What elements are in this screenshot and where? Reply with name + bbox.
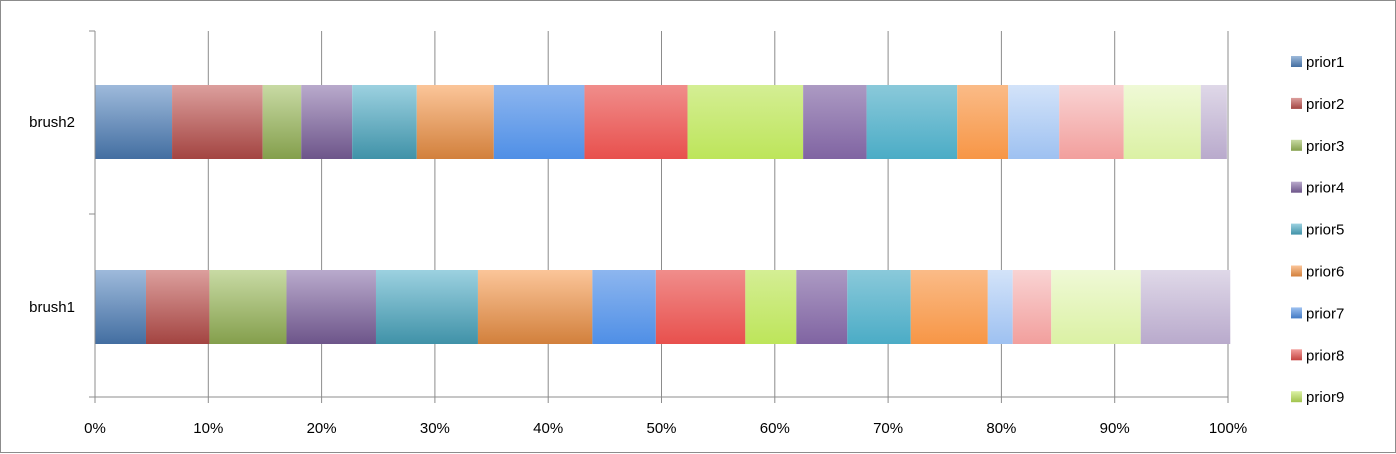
- bar-segment-brush1-prior6: [910, 270, 988, 344]
- legend-label: prior3: [1306, 138, 1344, 155]
- x-tick-label: 30%: [420, 420, 450, 437]
- bar-segment-brush2-prior8: [584, 85, 688, 159]
- legend-swatch: [1291, 56, 1302, 67]
- bar-segment-brush1-prior1: [95, 270, 146, 344]
- bar-segment-brush1-prior4: [1140, 270, 1231, 344]
- legend-label: prior2: [1306, 96, 1344, 113]
- bar-segment-brush1-prior7: [987, 270, 1013, 344]
- bar-segment-brush2-prior5: [352, 85, 417, 159]
- bar-segment-brush2-prior7: [1008, 85, 1060, 159]
- x-tick-label: 90%: [1100, 420, 1130, 437]
- bar-segment-brush1-prior3: [209, 270, 287, 344]
- x-tick-label: 80%: [986, 420, 1016, 437]
- x-tick-label: 10%: [193, 420, 223, 437]
- bar-segment-brush2-prior3: [262, 85, 302, 159]
- legend-swatch: [1291, 97, 1302, 109]
- legend-item-prior4: prior4: [1291, 180, 1344, 197]
- legend-item-prior9: prior9: [1291, 389, 1344, 406]
- legend-label: prior6: [1306, 264, 1344, 281]
- bar-segment-brush1-prior7: [592, 270, 656, 344]
- x-tick-label: 40%: [533, 420, 563, 437]
- legend-label: prior5: [1306, 222, 1344, 239]
- legend-label: prior7: [1306, 305, 1344, 322]
- category-label: brush2: [29, 114, 75, 131]
- bar-segment-brush2-prior8: [1059, 85, 1124, 159]
- category-labels: brush1 brush2: [29, 114, 75, 316]
- bar-segment-brush2-prior4: [301, 85, 353, 159]
- legend-swatch: [1291, 223, 1302, 235]
- bar-segment-brush2-prior9: [687, 85, 804, 159]
- bar-segment-brush1-prior9: [1051, 270, 1141, 344]
- legend-item-prior7: prior7: [1291, 305, 1344, 322]
- x-tick-label: 20%: [307, 420, 337, 437]
- bar-segment-brush2-prior4: [803, 85, 867, 159]
- bar-segment-brush2-prior4: [1200, 85, 1227, 159]
- legend-item-prior3: prior3: [1291, 138, 1344, 155]
- bar-segment-brush2-prior5: [866, 85, 958, 159]
- bar-segment-brush1-prior5: [375, 270, 478, 344]
- bar-segment-brush1-prior5: [847, 270, 911, 344]
- bar-segment-brush1-prior9: [745, 270, 797, 344]
- legend-label: prior4: [1306, 180, 1344, 197]
- bar-segment-brush1-prior6: [477, 270, 593, 344]
- x-tick-labels: 0% 10% 20% 30% 40% 50% 60% 70% 80% 90% 100%: [84, 420, 1247, 437]
- bar-segment-brush2-prior1: [95, 85, 173, 159]
- legend-item-prior8: prior8: [1291, 347, 1344, 364]
- bar-segment-brush1-prior8: [1012, 270, 1052, 344]
- legend-item-prior2: prior2: [1291, 96, 1344, 113]
- bar-segment-brush2-prior6: [957, 85, 1009, 159]
- x-tick-label: 70%: [873, 420, 903, 437]
- legend-item-prior6: prior6: [1291, 264, 1344, 281]
- legend-swatch: [1291, 139, 1302, 151]
- x-tick-label: 0%: [84, 420, 106, 437]
- legend-label: prior8: [1306, 347, 1344, 364]
- bar-segment-brush1-prior4: [286, 270, 376, 344]
- legend-label: prior9: [1306, 389, 1344, 406]
- bar-segment-brush2-prior2: [172, 85, 263, 159]
- bar-segment-brush1-prior4: [796, 270, 848, 344]
- bar-segment-brush1-prior2: [145, 270, 210, 344]
- x-tick-label: 100%: [1209, 420, 1247, 437]
- bar-segment-brush1-prior8: [655, 270, 746, 344]
- legend-item-prior5: prior5: [1291, 222, 1344, 239]
- legend: prior1 prior2 prior3 prior4 prior5 prior6 prio…: [1291, 54, 1344, 406]
- legend-swatch: [1291, 181, 1302, 193]
- category-label: brush1: [29, 299, 75, 316]
- legend-swatch: [1291, 349, 1302, 361]
- legend-item-prior1: prior1: [1291, 54, 1344, 71]
- legend-swatch: [1291, 391, 1302, 403]
- bars: [95, 85, 1231, 344]
- x-tick-label: 60%: [760, 420, 790, 437]
- bar-segment-brush2-prior7: [493, 85, 585, 159]
- legend-label: prior1: [1306, 54, 1344, 71]
- bar-segment-brush2-prior9: [1123, 85, 1201, 159]
- legend-swatch: [1291, 307, 1302, 319]
- bar-segment-brush2-prior6: [416, 85, 494, 159]
- axes: [89, 30, 1229, 403]
- x-tick-label: 50%: [646, 420, 676, 437]
- legend-swatch: [1291, 265, 1302, 277]
